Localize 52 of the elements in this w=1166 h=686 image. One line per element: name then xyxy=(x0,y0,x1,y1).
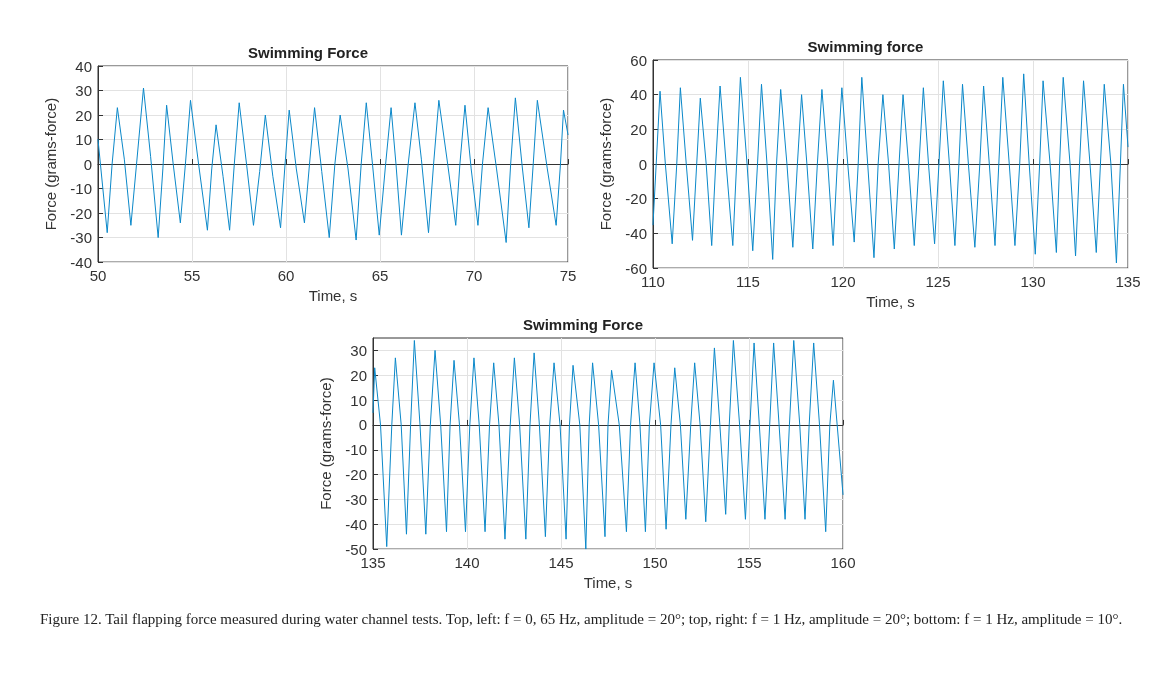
y-tick-label: -30 xyxy=(345,490,367,508)
caption: Figure 12. Tail flapping force measured during water channel tests. Top, left: f = 0, 65 Hz, amplitude = 20°; top, right: f = 1 Hz, amplitude = 20°; bottom: f = 1 Hz, amplitude = 10°. xyxy=(40,610,1124,629)
x-tick-label: 55 xyxy=(183,267,201,285)
y-tick-label: 20 xyxy=(350,366,367,384)
chart-title: Swimming force xyxy=(807,38,924,55)
y-tick-label: -10 xyxy=(70,180,92,198)
y-tick-label: 30 xyxy=(350,341,367,359)
y-tick-label: -40 xyxy=(345,515,367,533)
y-tick-label: -20 xyxy=(345,466,367,484)
y-tick-label: -10 xyxy=(345,441,367,459)
x-axis-title: Time, s xyxy=(866,293,915,310)
chart-title: Swimming Force xyxy=(247,44,369,61)
y-axis-title: Force (grams-force) xyxy=(597,97,614,231)
x-axis-title: Time, s xyxy=(583,574,633,591)
x-tick-label: 115 xyxy=(736,273,760,291)
x-tick-label: 125 xyxy=(925,273,951,291)
y-tick-label: 40 xyxy=(630,86,647,104)
y-tick-label: 0 xyxy=(638,155,647,173)
x-tick-label: 145 xyxy=(548,554,574,572)
y-tick-label: 0 xyxy=(358,416,367,434)
x-tick-label: 155 xyxy=(736,554,762,572)
y-tick-label: -30 xyxy=(70,229,92,247)
chart-title: Swimming Force xyxy=(522,316,644,333)
x-tick-label: 50 xyxy=(89,267,107,285)
x-axis-title: Time, s xyxy=(308,287,358,304)
y-tick-label: 10 xyxy=(350,391,367,409)
y-axis-title: Force (grams-force) xyxy=(317,377,334,510)
y-tick-label: 0 xyxy=(83,155,92,173)
y-tick-label: -20 xyxy=(625,190,647,208)
x-tick-label: 70 xyxy=(465,267,483,285)
x-tick-label: 65 xyxy=(371,267,389,285)
y-tick-label: 40 xyxy=(75,57,92,75)
y-tick-label: -40 xyxy=(70,253,92,271)
y-tick-label: -40 xyxy=(625,224,647,242)
y-tick-label: -20 xyxy=(70,204,92,222)
y-tick-label: 20 xyxy=(630,120,647,138)
x-tick-label: 135 xyxy=(1115,273,1141,291)
y-axis-title: Force (grams-force) xyxy=(42,97,59,231)
x-tick-label: 140 xyxy=(454,554,480,572)
line-series xyxy=(652,73,1129,264)
y-tick-label: 20 xyxy=(75,106,92,124)
x-tick-label: 60 xyxy=(277,267,295,285)
y-tick-label: 10 xyxy=(75,131,92,149)
x-tick-label: 75 xyxy=(559,267,577,285)
x-tick-label: 160 xyxy=(830,554,856,572)
line-series xyxy=(97,87,569,243)
x-tick-label: 130 xyxy=(1020,273,1046,291)
y-tick-label: 30 xyxy=(75,82,92,100)
y-tick-label: 60 xyxy=(630,51,647,69)
x-tick-label: 150 xyxy=(642,554,668,572)
x-tick-label: 120 xyxy=(830,273,856,291)
line-series xyxy=(372,339,844,550)
